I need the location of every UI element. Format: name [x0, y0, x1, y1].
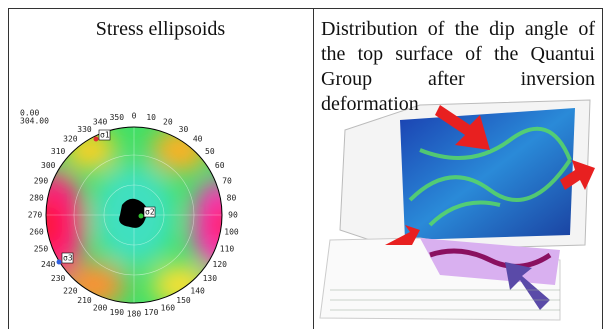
- marker-box: [143, 206, 156, 218]
- marker-label: σ2: [145, 208, 155, 217]
- angle-label: 270: [28, 211, 43, 220]
- dip-angle-block: [319, 99, 595, 321]
- angle-label: 150: [176, 296, 191, 305]
- column-title: Distribution of the dip angle of the top…: [321, 18, 595, 115]
- angle-label: 40: [193, 135, 203, 144]
- marker-label: σ3: [63, 254, 73, 263]
- marker-box: [61, 252, 74, 264]
- angle-label: 180: [127, 310, 142, 319]
- angle-label: 330: [77, 125, 92, 134]
- angle-label: 240: [41, 260, 56, 269]
- angle-label: 200: [93, 304, 108, 313]
- angle-label: 350: [110, 113, 125, 122]
- angle-label: 190: [110, 308, 125, 317]
- marker-dot: [56, 259, 62, 265]
- angle-label: 160: [161, 304, 176, 313]
- angle-label: 80: [227, 193, 237, 202]
- angle-label: 340: [93, 117, 108, 126]
- angle-label: 50: [205, 147, 215, 156]
- angle-label: 70: [222, 177, 232, 186]
- angle-label: 280: [29, 193, 44, 202]
- angle-label: 100: [224, 228, 239, 237]
- angle-label: 210: [77, 296, 92, 305]
- angle-label: 250: [34, 244, 49, 253]
- stereonet-circle: [45, 126, 223, 304]
- angle-label: 260: [29, 228, 44, 237]
- angle-label: 140: [190, 286, 205, 295]
- angle-label: 290: [34, 177, 49, 186]
- angle-label: 130: [203, 274, 218, 283]
- angle-label: 320: [63, 135, 78, 144]
- angle-label: 60: [215, 161, 225, 170]
- angle-label: 90: [228, 211, 238, 220]
- marker-dot: [93, 136, 99, 142]
- angle-label: 20: [163, 117, 173, 126]
- angle-label: 0: [132, 112, 137, 121]
- marker-box: [98, 129, 111, 141]
- angle-label: 30: [179, 125, 189, 134]
- stereonet-header: 0.00: [20, 109, 39, 118]
- angle-label: 120: [213, 260, 228, 269]
- marker-label: σ1: [100, 131, 110, 140]
- marker-dot: [138, 213, 144, 219]
- angle-label: 110: [220, 244, 235, 253]
- angle-label: 300: [41, 161, 56, 170]
- angle-label: 10: [146, 113, 156, 122]
- stereonet-header: 304.00: [20, 117, 49, 126]
- angle-label: 220: [63, 286, 78, 295]
- angle-label: 170: [144, 308, 159, 317]
- angle-label: 310: [51, 147, 66, 156]
- angle-label: 230: [51, 274, 66, 283]
- column-title: Stress ellipsoids: [95, 18, 226, 40]
- table-border: [8, 8, 603, 329]
